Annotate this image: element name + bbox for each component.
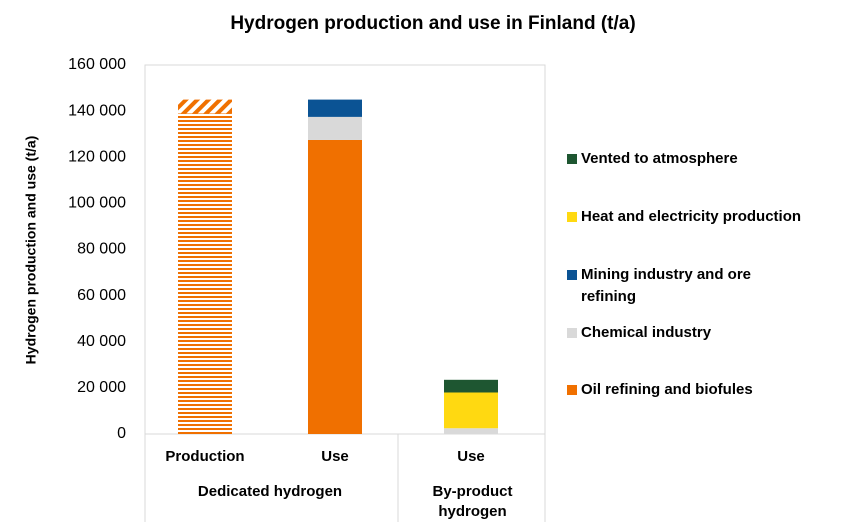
legend-item: Heat and electricity production xyxy=(567,206,857,228)
bar-segment xyxy=(308,116,362,140)
legend-label: Heat and electricity production xyxy=(581,208,802,225)
y-tick-label: 80 000 xyxy=(77,241,126,258)
legend-label: Mining industry and ore refining xyxy=(581,266,752,305)
y-tick-label: 60 000 xyxy=(77,287,126,304)
y-axis-label: Hydrogen production and use (t/a) xyxy=(23,136,39,365)
bar-segment xyxy=(444,379,498,393)
bar-segment xyxy=(178,113,232,435)
legend-item: Chemical industry xyxy=(567,322,857,344)
bar-segment xyxy=(308,99,362,117)
x-tick-label: Production xyxy=(165,448,244,465)
chart-title: Hydrogen production and use in Finland (… xyxy=(230,13,635,34)
y-tick-label: 0 xyxy=(117,425,126,442)
group-label: Dedicated hydrogen xyxy=(197,483,343,500)
bar-segment xyxy=(178,99,232,114)
legend-item: Oil refining and biofules xyxy=(567,379,857,401)
bar-segment xyxy=(444,428,498,434)
legend-swatch xyxy=(567,270,577,280)
x-tick-label: Use xyxy=(321,448,349,465)
group-label: By-product hydrogen xyxy=(432,483,513,520)
legend-swatch xyxy=(567,328,577,338)
y-tick-label: 40 000 xyxy=(77,333,126,350)
x-tick-label: Use xyxy=(457,448,485,465)
bar-segment xyxy=(444,392,498,429)
legend-label: Chemical industry xyxy=(581,324,712,341)
legend-swatch xyxy=(567,212,577,222)
legend-item: Vented to atmosphere xyxy=(567,148,857,170)
y-tick-label: 160 000 xyxy=(68,56,126,73)
y-tick-label: 100 000 xyxy=(68,195,126,212)
y-tick-label: 120 000 xyxy=(68,148,126,165)
y-tick-label: 20 000 xyxy=(77,379,126,396)
bar-segment xyxy=(308,139,362,434)
y-tick-label: 140 000 xyxy=(68,102,126,119)
legend-swatch xyxy=(567,385,577,395)
legend-item: Mining industry and ore refining xyxy=(567,264,807,308)
legend-label: Oil refining and biofules xyxy=(581,381,753,398)
legend-swatch xyxy=(567,154,577,164)
legend-label: Vented to atmosphere xyxy=(581,150,738,167)
